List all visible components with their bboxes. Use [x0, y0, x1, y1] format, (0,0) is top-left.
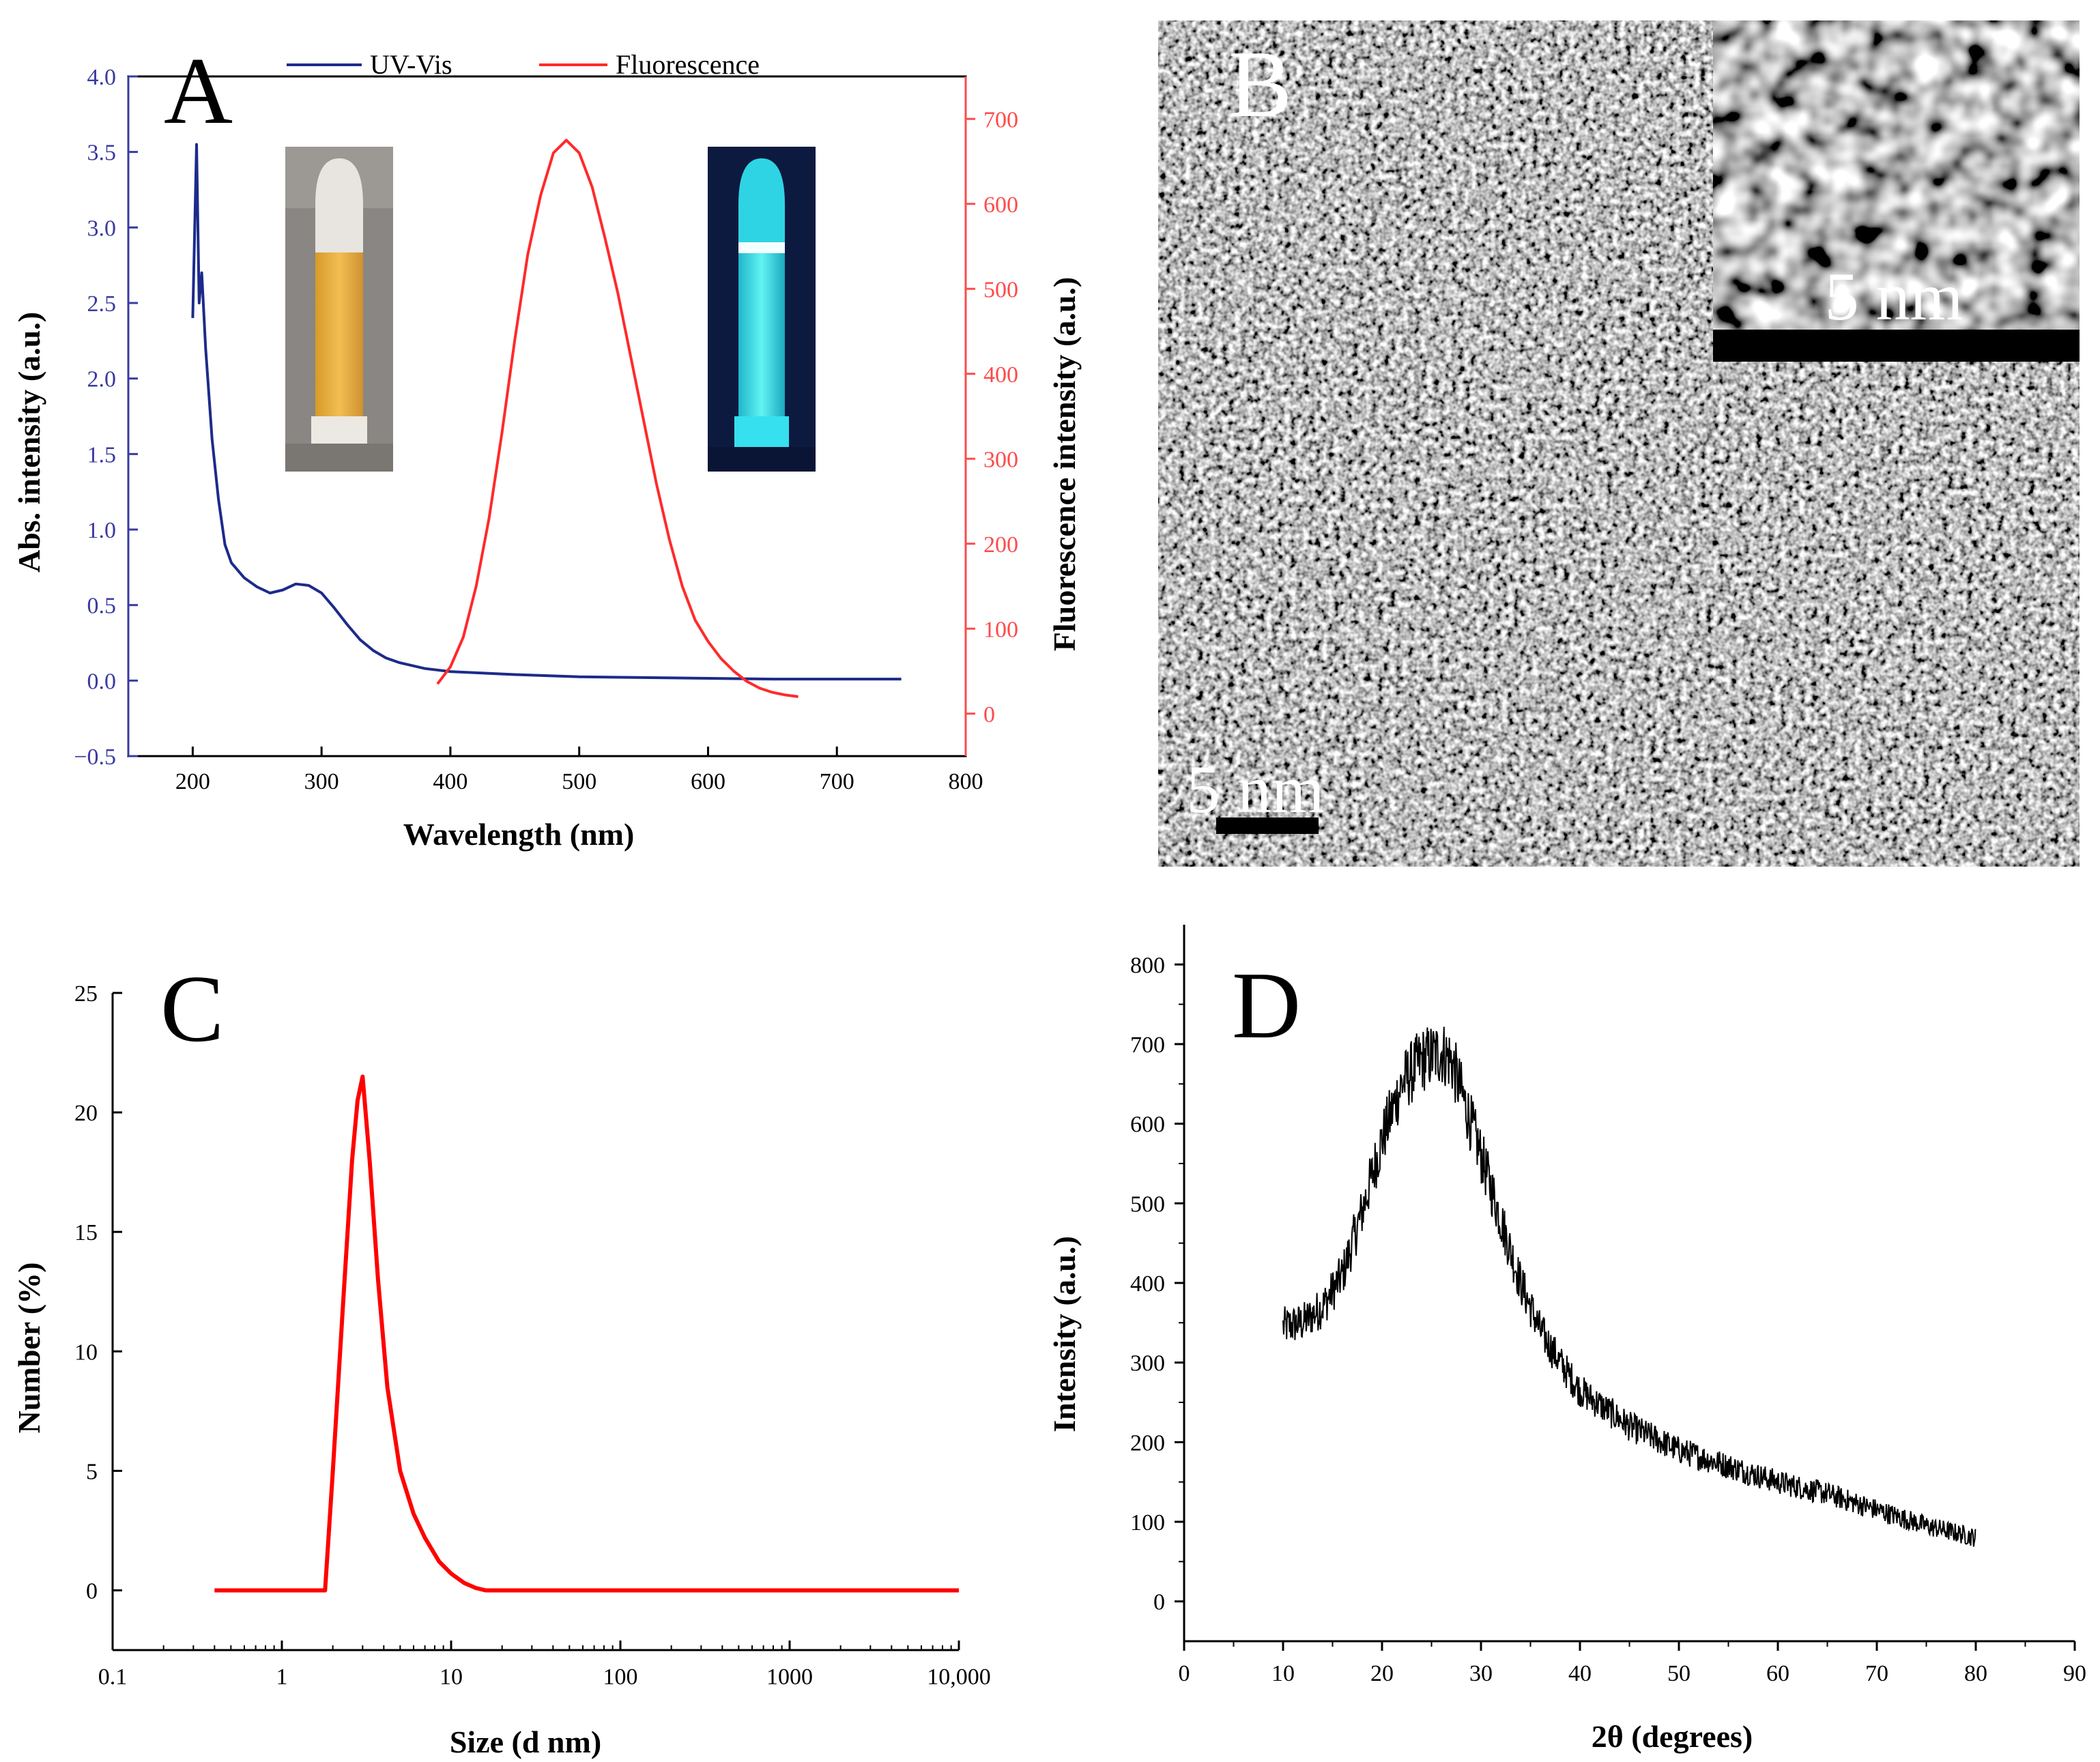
panel-d-x-tick-label: 40 [1568, 1661, 1592, 1686]
tem-scale-label: 5 nm [1186, 751, 1325, 827]
panel-d-y-tick-label: 800 [1130, 953, 1165, 978]
panel-c-y-tick-label: 25 [74, 981, 98, 1007]
panel-a-y-right-tick-label: 500 [983, 277, 1018, 302]
panel-c-x-tick-label: 0.1 [98, 1664, 128, 1690]
uv-vis-line [191, 143, 902, 681]
panel-a-y-right-tick-label: 100 [983, 617, 1018, 642]
tem-inset-scale-bar [1713, 330, 2080, 362]
panel-a-y-right-tick-label: 200 [983, 532, 1018, 558]
panel-d-y-tick-label: 200 [1130, 1430, 1165, 1456]
panel-d-x-tick-label: 90 [2063, 1661, 2086, 1686]
panel-c-axes: 0.1 1 10 100 1000 10,000 0 5 10 15 20 25 [74, 981, 991, 1690]
panel-c-y-tick-label: 5 [86, 1459, 98, 1484]
panel-c-y-tick-label: 15 [74, 1220, 98, 1245]
panel-c-x-tick-label: 1000 [766, 1664, 813, 1690]
fluorescence-line [436, 139, 799, 698]
panel-a-y-left-tick-label: 1.5 [87, 442, 117, 467]
panel-d-x-tick-label: 10 [1271, 1661, 1295, 1686]
panel-d-x-tick-label: 20 [1370, 1661, 1394, 1686]
tem-scale-bar [1216, 818, 1319, 834]
panel-a-y-right-tick-label: 300 [983, 447, 1018, 472]
panel-a-y-axis-label-left: Abs. intensity (a.u.) [12, 312, 46, 573]
panel-c-letter: C [160, 956, 224, 1062]
panel-b-letter: B [1228, 31, 1292, 137]
panel-c-x-tick-label: 1 [276, 1664, 288, 1690]
panel-a-y-left-tick-label: 4.0 [87, 65, 117, 90]
panel-a-x-tick-label: 200 [175, 769, 210, 794]
panel-d-x-tick-label: 30 [1469, 1661, 1493, 1686]
dls-size-distribution-line [214, 1074, 959, 1593]
panel-d-x-tick-label: 0 [1179, 1661, 1190, 1686]
panel-a-y-left-tick-label: 2.0 [87, 367, 117, 392]
panel-a-y-right-tick-label: 600 [983, 192, 1018, 218]
panel-d-x-tick-label: 70 [1865, 1661, 1888, 1686]
panel-a-y-right-tick-label: 700 [983, 107, 1018, 132]
panel-d-y-tick-label: 400 [1130, 1271, 1165, 1297]
xrd-pattern-line [1282, 1026, 1976, 1547]
panel-d-axes: 0 10 20 30 40 50 60 70 80 90 0 100 200 300 400 500 600 70… [1130, 925, 2086, 1686]
panel-a-y-left-tick-label: 0.0 [87, 669, 117, 694]
panel-d-y-tick-label: 0 [1153, 1590, 1165, 1615]
panel-d-x-tick-label: 50 [1667, 1661, 1691, 1686]
panel-d-x-tick-label: 60 [1766, 1661, 1789, 1686]
panel-a-axes: 200 300 400 500 600 700 800 −0.5 0.0 0.5 1.0 1.5 2.0… [74, 65, 1018, 794]
panel-d-x-tick-label: 80 [1964, 1661, 1987, 1686]
panel-a-y-left-tick-label: 1.0 [87, 518, 117, 543]
panel-a-y-left-tick-label: 3.0 [87, 216, 117, 241]
panel-d-y-tick-label: 300 [1130, 1351, 1165, 1376]
tem-inset-scale-label: 5 nm [1825, 259, 1964, 334]
panel-a: 200 300 400 500 600 700 800 −0.5 0.0 0.5 1.0 1.5 2.0… [12, 38, 1082, 852]
panel-d-y-axis-label: Intensity (a.u.) [1047, 1236, 1082, 1432]
panel-a-y-left-tick-label: 3.5 [87, 141, 117, 166]
panel-a-y-left-tick-label: 2.5 [87, 291, 117, 317]
panel-c: 0.1 1 10 100 1000 10,000 0 5 10 15 20 25 C Size (d … [12, 956, 991, 1759]
panel-a-x-tick-label: 600 [691, 769, 725, 794]
panel-a-y-left-tick-label: −0.5 [74, 745, 116, 770]
panel-d-x-axis-label: 2θ (degrees) [1592, 1719, 1753, 1754]
panel-a-x-tick-label: 500 [562, 769, 596, 794]
panel-c-series [214, 1074, 959, 1593]
panel-a-series [191, 139, 902, 698]
panel-a-y-right-tick-label: 400 [983, 362, 1018, 388]
panel-d-y-tick-label: 500 [1130, 1191, 1165, 1217]
panel-a-x-tick-label: 400 [433, 769, 468, 794]
panel-c-x-axis-label: Size (d nm) [450, 1724, 601, 1759]
vial-photo-daylight [285, 147, 393, 472]
panel-a-y-right-tick-label: 0 [983, 702, 995, 727]
tem-inset-image [1713, 20, 2080, 362]
panel-c-x-tick-label: 10 [440, 1664, 463, 1690]
panel-a-y-left-tick-label: 0.5 [87, 594, 117, 619]
panel-c-y-tick-label: 0 [86, 1578, 98, 1604]
panel-a-letter: A [164, 38, 233, 144]
panel-a-y-axis-label-right: Fluorescence intensity (a.u.) [1047, 277, 1082, 652]
panel-a-x-tick-label: 800 [949, 769, 983, 794]
panel-d-series [1282, 1026, 1976, 1547]
panel-d-y-tick-label: 700 [1130, 1032, 1165, 1058]
vial-photo-uv [708, 147, 816, 472]
panel-a-x-axis-label: Wavelength (nm) [403, 817, 635, 852]
panel-b-tem-image: 5 nm B 5 nm [1158, 20, 2080, 867]
panel-d-y-tick-label: 100 [1130, 1510, 1165, 1535]
panel-a-legend: UV-Vis Fluorescence [287, 49, 760, 80]
panel-a-x-tick-label: 300 [304, 769, 339, 794]
panel-c-y-tick-label: 20 [74, 1101, 98, 1126]
panel-c-x-tick-label: 10,000 [927, 1664, 991, 1690]
panel-a-x-tick-label: 700 [820, 769, 854, 794]
panel-c-x-tick-label: 100 [603, 1664, 638, 1690]
panel-c-y-axis-label: Number (%) [12, 1262, 46, 1434]
legend-fluor-label: Fluorescence [616, 49, 760, 80]
panel-d-y-tick-label: 600 [1130, 1112, 1165, 1138]
legend-uv-label: UV-Vis [370, 49, 452, 80]
panel-c-y-tick-label: 10 [74, 1340, 98, 1365]
panel-d-letter: D [1232, 953, 1301, 1058]
panel-d: 0 10 20 30 40 50 60 70 80 90 0 100 200 300 400 500 600 70… [1047, 925, 2086, 1754]
